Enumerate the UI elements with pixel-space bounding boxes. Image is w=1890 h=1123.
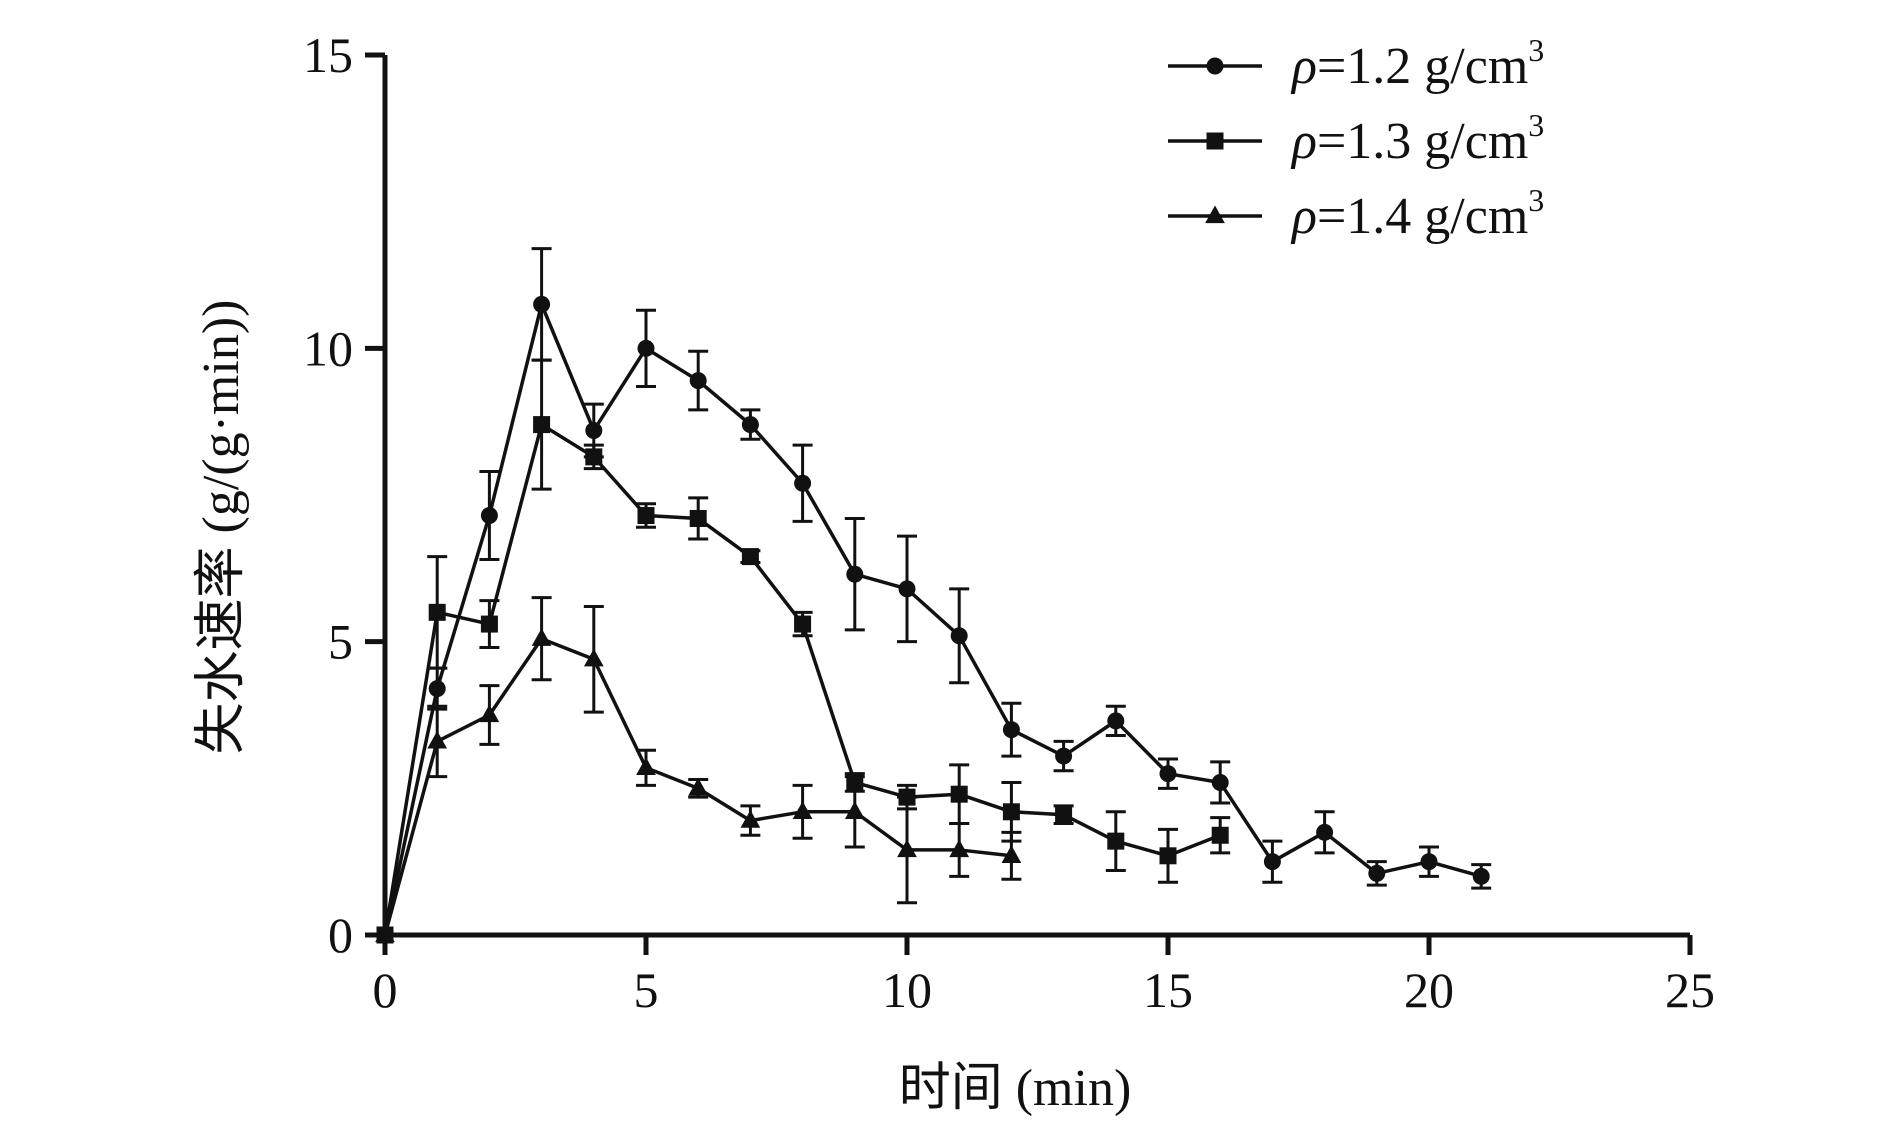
legend-superscript: 3 <box>1528 32 1544 68</box>
data-point <box>689 509 707 527</box>
data-point <box>636 757 656 775</box>
legend-marker <box>1206 132 1224 150</box>
data-point <box>897 839 917 858</box>
data-point <box>1159 847 1177 865</box>
legend-label: ρ=1.2 g/cm3 <box>1290 32 1544 95</box>
legend-value: =1.4 g/cm <box>1317 188 1528 245</box>
legend-rho: ρ <box>1290 188 1317 245</box>
legend-rho: ρ <box>1290 113 1317 170</box>
y-tick-label: 15 <box>303 27 353 83</box>
data-point <box>583 648 604 667</box>
data-point <box>585 448 603 466</box>
data-point <box>428 603 446 621</box>
data-point <box>1055 747 1073 765</box>
series-triangle <box>375 596 1022 943</box>
series-circle <box>376 247 1492 944</box>
legend-value: =1.3 g/cm <box>1317 113 1528 170</box>
legend-marker <box>1206 57 1224 75</box>
data-point <box>1472 867 1490 885</box>
data-point <box>427 730 448 749</box>
data-point <box>1211 826 1229 844</box>
data-point <box>1263 853 1281 871</box>
data-point <box>531 628 552 646</box>
data-point <box>1055 806 1073 824</box>
data-point <box>792 801 813 819</box>
data-point <box>533 416 551 434</box>
data-point <box>533 295 551 313</box>
series-square <box>376 358 1231 944</box>
legend-marker <box>1205 205 1225 224</box>
x-tick-label: 10 <box>882 962 932 1018</box>
data-point <box>1211 773 1229 791</box>
data-point <box>949 839 970 858</box>
data-point <box>1001 845 1022 863</box>
data-point <box>1368 864 1386 882</box>
y-tick-label: 10 <box>303 320 353 376</box>
legend-superscript: 3 <box>1528 107 1544 143</box>
data-point <box>794 474 812 492</box>
legend-label: ρ=1.3 g/cm3 <box>1290 107 1544 170</box>
axes: 0 5 10 15 20 25 0 5 10 15 <box>303 27 1715 1018</box>
data-point <box>689 372 707 390</box>
legend-label: ρ=1.4 g/cm3 <box>1290 182 1544 245</box>
data-point <box>741 548 759 566</box>
data-point <box>1420 853 1438 871</box>
x-tick-label: 0 <box>373 962 398 1018</box>
data-point <box>1002 803 1020 821</box>
data-point <box>1159 765 1177 783</box>
x-tick-label: 5 <box>634 962 659 1018</box>
legend-item: ρ=1.3 g/cm3 <box>1168 107 1544 170</box>
legend-rho: ρ <box>1290 38 1317 95</box>
data-point <box>585 421 603 439</box>
plot-area <box>375 247 1492 944</box>
data-point <box>950 785 968 803</box>
data-point <box>1107 832 1125 850</box>
x-tick-label: 15 <box>1143 962 1193 1018</box>
data-point <box>428 680 446 698</box>
data-point <box>479 704 500 723</box>
data-point <box>637 507 655 525</box>
data-point <box>637 339 655 357</box>
data-point <box>688 777 709 796</box>
legend-superscript: 3 <box>1528 182 1544 218</box>
data-point <box>1316 823 1334 841</box>
data-point <box>898 580 916 598</box>
data-point <box>844 801 865 819</box>
legend-item: ρ=1.4 g/cm3 <box>1168 182 1544 245</box>
legend-value: =1.2 g/cm <box>1317 38 1528 95</box>
data-point <box>740 810 761 828</box>
x-tick-label: 20 <box>1404 962 1454 1018</box>
data-point <box>1107 712 1125 730</box>
data-point <box>950 627 968 645</box>
y-tick-label: 0 <box>328 907 353 963</box>
series-line <box>383 302 1482 936</box>
data-point <box>846 565 864 583</box>
y-axis-title: 失水速率 (g/(g·min)) <box>193 300 250 755</box>
data-point <box>480 615 498 633</box>
data-point <box>741 416 759 434</box>
data-point <box>794 615 812 633</box>
x-tick-label: 25 <box>1665 962 1715 1018</box>
y-tick-label: 5 <box>328 614 353 670</box>
data-point <box>480 507 498 525</box>
legend-item: ρ=1.2 g/cm3 <box>1168 32 1544 95</box>
data-point <box>1002 721 1020 739</box>
x-axis-title: 时间 (min) <box>899 1060 1132 1117</box>
